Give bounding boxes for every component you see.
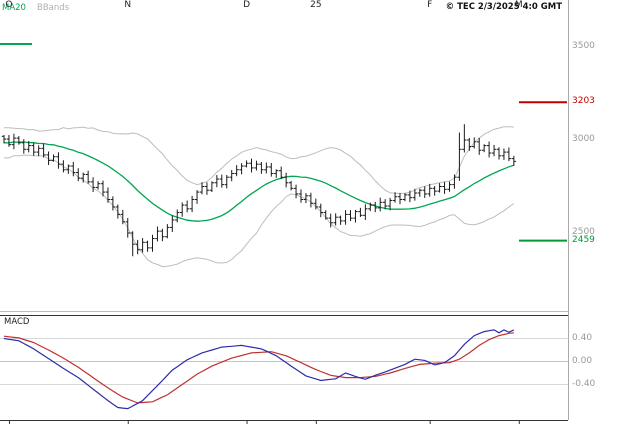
x-axis-label: D xyxy=(243,0,251,10)
support-level-label: 2459 xyxy=(572,234,595,245)
x-axis-label: 25 xyxy=(310,0,322,10)
x-axis-label: M xyxy=(514,0,523,10)
macd-axis-label: 0.40 xyxy=(572,332,593,343)
price-axis-label: 3000 xyxy=(572,134,595,144)
bollinger-upper-line xyxy=(4,126,514,194)
macd-line xyxy=(3,329,515,410)
legend-ma20-label: MA20 xyxy=(2,3,26,13)
price-axis-label: 3500 xyxy=(572,41,595,51)
legend-bbands-label: BBands xyxy=(37,3,70,13)
x-axis-label: O xyxy=(5,0,13,10)
resistance-level-label: 3203 xyxy=(572,96,595,107)
bollinger-lower-line xyxy=(4,154,515,268)
macd-axis-label: -0.40 xyxy=(572,378,596,389)
price-axis-label: 2500 xyxy=(572,227,595,237)
x-axis-label: N xyxy=(124,0,132,10)
macd-axis-label: 0.00 xyxy=(572,355,593,366)
ma20-line xyxy=(3,141,515,222)
copyright-text: © TEC 2/3/2025 4:0 GMT xyxy=(445,2,562,12)
signal-line xyxy=(3,332,514,404)
macd-panel-label: MACD xyxy=(4,317,30,327)
x-axis-label: F xyxy=(427,0,433,10)
